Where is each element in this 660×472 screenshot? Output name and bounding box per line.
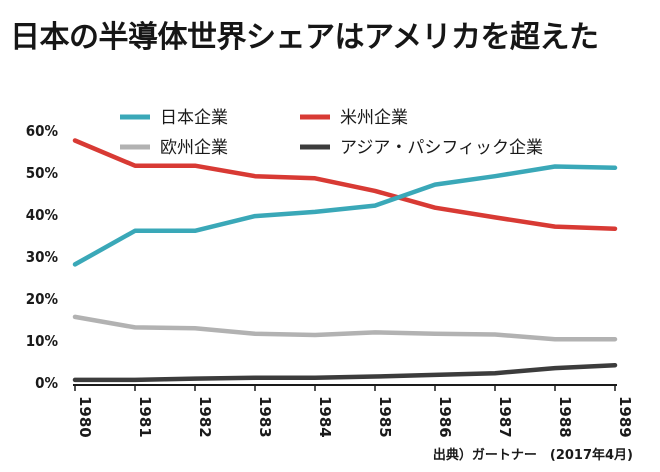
y-tick-label: 40% [26, 206, 59, 224]
x-tick-label: 1986 [436, 396, 454, 438]
y-tick-label: 50% [26, 164, 59, 182]
legend-label-series-1: 米州企業 [340, 108, 408, 128]
legend-label-series-0: 日本企業 [160, 108, 228, 128]
series-line-3 [72, 362, 618, 383]
y-axis: 60% 50% 40% 30% 20% 10% 0% [26, 122, 59, 392]
x-tick-label: 1981 [136, 396, 154, 438]
y-tick-label: 0% [35, 374, 58, 392]
x-tick-label: 1984 [316, 396, 334, 438]
series-line-2 [72, 314, 618, 342]
y-tick-label: 10% [26, 332, 59, 350]
series-line-1 [72, 138, 618, 231]
y-tick-label: 30% [26, 248, 59, 266]
x-tick-label: 1989 [616, 396, 634, 438]
series-line-0 [72, 164, 618, 267]
y-tick-label: 20% [26, 290, 59, 308]
x-tick-label: 1987 [496, 396, 514, 438]
x-tick-label: 1983 [256, 396, 274, 438]
x-axis: 1980 1981 1982 1983 1984 1985 1986 1987 1988 1989 [73, 384, 634, 438]
legend-label-series-3: アジア・パシフィック企業 [340, 138, 543, 158]
y-tick-label: 60% [26, 122, 59, 140]
x-tick-label: 1982 [196, 396, 214, 438]
x-tick-label: 1980 [76, 396, 94, 438]
legend-label-series-2: 欧州企業 [160, 138, 228, 158]
chart-title: 日本の半導体世界シェアはアメリカを超えた [10, 20, 599, 55]
series-lines [72, 138, 618, 383]
source-note: 出典）ガートナー (2017年4月) [433, 447, 633, 463]
x-tick-label: 1985 [376, 396, 394, 438]
x-tick-label: 1988 [556, 396, 574, 438]
